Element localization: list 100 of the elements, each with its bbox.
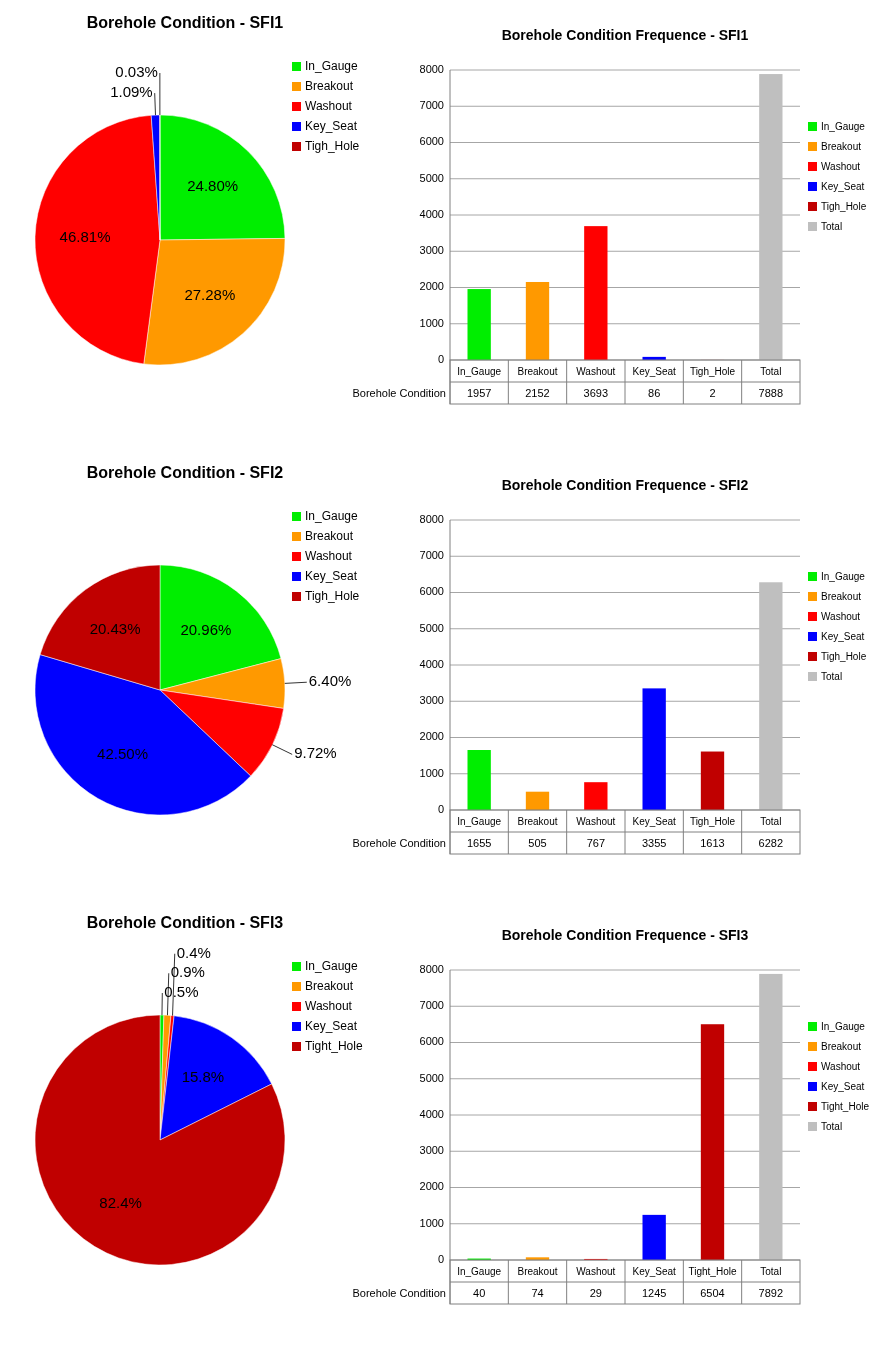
data-label: 42.50% [97,744,148,762]
y-tick-label: 8000 [419,62,444,75]
data-label: 3693 [583,387,609,399]
legend-label: Washout [821,611,861,622]
y-tick-label: 7000 [419,549,444,562]
legend-label: In_Gauge [305,959,359,973]
data-label: 6.40% [308,672,352,690]
legend-label: In_Gauge [821,1021,866,1032]
legend-label: Key_Seat [821,1081,865,1092]
legend-label: Tigh_Hole [305,139,360,153]
data-label: 86 [648,387,661,399]
data-label: 40 [473,1287,486,1299]
x-tick-label: Breakout [517,1266,558,1277]
legend-label: Total [821,671,843,682]
x-axis-title: Borehole Condition [352,837,446,849]
chart-title: Borehole Condition Frequence - SFI1 [501,27,749,43]
y-tick-label: 4000 [419,657,444,670]
y-tick-label: 7000 [419,99,444,112]
data-label: 9.72% [294,744,337,762]
legend-label: Breakout [305,529,354,543]
legend-label: In_Gauge [821,571,866,582]
y-tick-label: 6000 [419,1035,444,1048]
x-tick-label: Key_Seat [632,1266,677,1277]
y-tick-label: 3000 [419,1144,444,1157]
x-tick-label: Washout [576,366,616,377]
legend-label: Total [821,221,843,232]
x-tick-label: Tigh_Hole [689,816,736,827]
data-label: 1245 [641,1287,667,1299]
legend-label: Key_Seat [305,569,358,583]
y-tick-label: 2000 [419,280,444,293]
y-tick-label: 5000 [419,621,444,634]
y-tick-label: 7000 [419,999,444,1012]
x-axis-title: Borehole Condition [352,1287,446,1299]
data-label: 82.4% [99,1193,142,1211]
chart-title: Borehole Condition - SFI3 [86,914,284,931]
data-label: 20.43% [89,619,141,637]
y-tick-label: 1000 [419,766,444,779]
legend-label: In_Gauge [305,59,359,73]
legend-label: Tigh_Hole [821,201,867,212]
y-tick-label: 8000 [419,962,444,975]
data-label: 767 [586,837,606,849]
y-tick-label: 4000 [419,207,444,220]
legend-label: Breakout [305,979,354,993]
data-label: 2152 [525,387,550,399]
data-label: 1957 [466,387,492,399]
legend-label: Tight_Hole [821,1101,870,1112]
y-tick-label: 0 [437,1252,444,1265]
data-label: 24.80% [187,176,239,194]
data-label: 29 [589,1287,602,1299]
x-tick-label: Total [760,1266,782,1277]
data-label: 27.28% [184,286,236,304]
legend-label: Washout [305,999,353,1013]
data-label: 3355 [641,837,667,849]
data-label: 1613 [700,837,725,849]
legend-label: Key_Seat [305,1019,358,1033]
y-tick-label: 5000 [419,1071,444,1084]
x-tick-label: Total [760,366,782,377]
y-tick-label: 3000 [419,694,444,707]
data-label: 46.81% [59,227,111,245]
legend-label: Tight_Hole [305,1039,363,1053]
x-tick-label: Breakout [517,816,558,827]
legend-label: Key_Seat [821,181,865,192]
legend-label: In_Gauge [305,509,359,523]
data-label: 7888 [758,387,784,399]
legend-label: Washout [305,549,353,563]
data-label: 0.9% [170,963,205,981]
legend-label: Breakout [821,141,862,152]
y-tick-label: 1000 [419,1216,444,1229]
y-tick-label: 5000 [419,171,444,184]
y-tick-label: 6000 [419,135,444,148]
data-label: 2 [709,387,716,399]
x-tick-label: In_Gauge [457,816,502,827]
x-tick-label: Tigh_Hole [689,366,736,377]
legend-label: Total [821,1121,843,1132]
legend-label: Washout [821,1061,861,1072]
data-label: 505 [528,837,547,849]
legend-label: Tigh_Hole [821,651,867,662]
y-tick-label: 1000 [419,316,444,329]
legend-label: Tigh_Hole [305,589,360,603]
y-tick-label: 0 [437,352,444,365]
x-tick-label: In_Gauge [457,1266,502,1277]
data-label: 7892 [758,1287,784,1299]
data-label: 0.4% [176,943,211,961]
y-tick-label: 6000 [419,585,444,598]
legend-label: Washout [305,99,353,113]
legend-label: Key_Seat [305,119,358,133]
x-tick-label: In_Gauge [457,366,502,377]
data-label: 6282 [758,837,784,849]
data-label: 1.09% [110,83,153,101]
chart-title: Borehole Condition Frequence - SFI3 [501,927,749,943]
legend-label: In_Gauge [821,121,866,132]
x-tick-label: Tight_Hole [688,1266,737,1277]
y-tick-label: 2000 [419,730,444,743]
data-label: 20.96% [180,620,232,638]
legend-label: Key_Seat [821,631,865,642]
chart-title: Borehole Condition Frequence - SFI2 [501,477,749,493]
x-axis-title: Borehole Condition [352,387,446,399]
y-tick-label: 3000 [419,244,444,257]
data-label: 0.03% [115,62,158,80]
chart-title: Borehole Condition - SFI1 [86,14,284,31]
